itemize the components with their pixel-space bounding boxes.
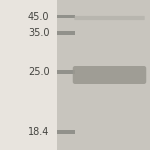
Bar — [57, 0, 150, 150]
Text: 25.0: 25.0 — [28, 67, 50, 77]
FancyBboxPatch shape — [74, 16, 145, 20]
Bar — [57, 70, 75, 74]
FancyBboxPatch shape — [73, 66, 146, 84]
Bar — [57, 130, 75, 134]
Bar — [57, 31, 75, 35]
Bar — [57, 15, 75, 18]
Text: 18.4: 18.4 — [28, 127, 50, 137]
Text: 45.0: 45.0 — [28, 12, 50, 21]
Text: 35.0: 35.0 — [28, 28, 50, 38]
